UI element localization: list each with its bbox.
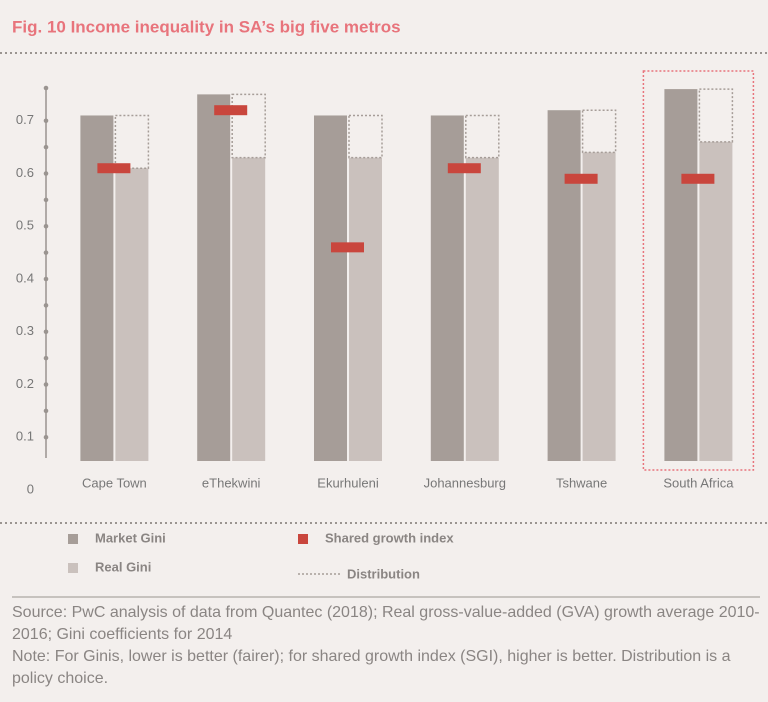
y-tick-label: 0.2	[16, 376, 34, 391]
y-tick-label: 0.4	[16, 270, 34, 285]
distribution-box	[231, 93, 266, 159]
y-tick-label: 0.5	[16, 218, 34, 233]
legend-swatch	[68, 534, 78, 544]
y-tick-label: 0.7	[16, 112, 34, 127]
notes: Source: PwC analysis of data from Quante…	[12, 602, 762, 690]
distribution-box	[698, 88, 734, 143]
sgi-marker	[331, 242, 364, 253]
y-tick-label: 0.6	[16, 165, 34, 180]
bar	[314, 115, 347, 461]
x-tick-label: South Africa	[663, 475, 734, 490]
axis-dot	[43, 85, 49, 91]
bar	[699, 141, 733, 461]
sgi-marker	[447, 163, 481, 174]
bar	[232, 157, 266, 462]
y-tick-label: 0	[27, 481, 34, 496]
tick-mark	[43, 434, 49, 440]
sgi-marker	[214, 105, 248, 116]
axis-dot	[43, 144, 49, 150]
tick-mark	[43, 118, 49, 124]
bar	[115, 168, 149, 461]
sgi-marker	[564, 173, 598, 184]
y-tick-label: 0.3	[16, 323, 34, 338]
tick-mark	[43, 382, 49, 387]
distribution-box	[581, 109, 617, 154]
x-tick-label: eThekwini	[202, 475, 261, 490]
distribution-box	[348, 114, 383, 159]
sgi-marker	[681, 173, 715, 184]
axis-dot	[43, 303, 49, 308]
tick-mark	[43, 276, 49, 282]
legend-label: Real Gini	[95, 559, 151, 574]
legend-swatch	[68, 563, 78, 573]
x-tick-label: Cape Town	[82, 475, 147, 490]
note: Note: For Ginis, lower is better (fairer…	[12, 648, 731, 687]
tick-mark	[43, 171, 49, 176]
axis-dot	[43, 355, 49, 361]
bar	[664, 89, 698, 461]
bar	[547, 110, 581, 461]
tick-mark	[43, 223, 49, 229]
legend-swatch	[298, 534, 308, 544]
axis-dot	[43, 408, 49, 414]
legend-label: Shared growth index	[325, 530, 454, 545]
chart: Fig. 10 Income inequality in SA’s big fi…	[0, 17, 768, 598]
highlight-box	[642, 70, 755, 471]
axis-dot	[43, 250, 49, 255]
bar	[197, 94, 231, 461]
distribution-box	[114, 114, 150, 169]
sgi-marker	[97, 163, 131, 174]
bar	[465, 157, 499, 462]
bar	[349, 157, 382, 462]
axis-dot	[43, 197, 49, 203]
y-tick-label: 0.1	[16, 429, 34, 444]
chart-title: Fig. 10 Income inequality in SA’s big fi…	[12, 17, 401, 36]
bar	[582, 152, 616, 461]
legend-label: Market Gini	[95, 530, 166, 545]
distribution-box	[465, 114, 500, 159]
x-tick-label: Johannesburg	[424, 475, 506, 490]
note: Source: PwC analysis of data from Quante…	[12, 604, 760, 643]
tick-mark	[43, 329, 49, 335]
legend-label: Distribution	[347, 566, 420, 581]
x-tick-label: Ekurhuleni	[317, 475, 379, 490]
x-tick-label: Tshwane	[556, 475, 607, 490]
